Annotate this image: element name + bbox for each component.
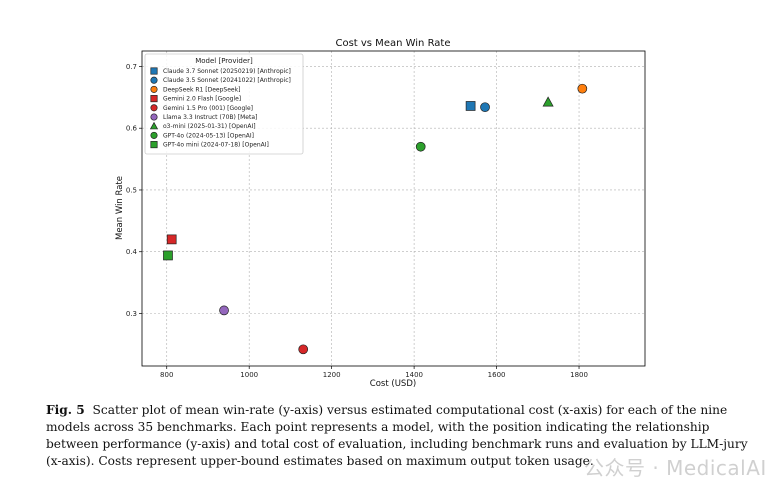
legend-marker-square xyxy=(150,141,158,149)
data-point-square xyxy=(166,234,177,245)
legend-marker-circle xyxy=(150,85,158,93)
data-point-circle xyxy=(577,83,588,94)
data-point-circle xyxy=(480,102,490,113)
data-point-square xyxy=(163,250,173,261)
x-tick-label: 1400 xyxy=(405,371,423,379)
legend-marker-circle xyxy=(150,76,158,84)
x-tick-label: 1800 xyxy=(570,371,588,379)
y-axis-label: Mean Win Rate xyxy=(115,176,125,240)
legend-entry-label: GPT-4o (2024-05-13) [OpenAI] xyxy=(163,132,254,139)
caption-label: Fig. 5 xyxy=(46,403,85,417)
legend-entry-label: GPT-4o mini (2024-07-18) [OpenAI] xyxy=(163,142,269,149)
y-tick-label: 0.3 xyxy=(126,310,137,318)
legend-marker-square xyxy=(150,67,158,75)
legend-marker-circle xyxy=(150,104,158,112)
legend-marker-triangle xyxy=(149,121,159,130)
plot-frame xyxy=(141,50,646,367)
legend-entry-label: Llama 3.3 Instruct (70B) [Meta] xyxy=(163,114,257,121)
legend: Model [Provider] Claude 3.7 Sonnet (2025… xyxy=(144,53,304,155)
chart-title: Cost vs Mean Win Rate xyxy=(335,38,450,49)
legend-marker-square xyxy=(150,95,158,103)
scatter-chart: 800 1000 1200 1400 1600 1800 0.3 0.4 0.5 0.6 0.7 C… xyxy=(115,38,646,389)
legend-title: Model [Provider] xyxy=(195,57,253,65)
data-point-square xyxy=(465,101,476,111)
caption-text: Scatter plot of mean win-rate (y-axis) v… xyxy=(46,403,748,468)
x-tick-label: 1600 xyxy=(488,371,506,379)
data-point-triangle xyxy=(542,96,554,107)
x-tick-label: 800 xyxy=(160,371,173,379)
data-point-circle xyxy=(415,141,426,152)
legend-entry-label: Gemini 2.0 Flash [Google] xyxy=(163,96,241,103)
legend-entry-label: Claude 3.5 Sonnet (20241022) [Anthropic] xyxy=(163,77,291,84)
y-tick-label: 0.7 xyxy=(126,63,137,71)
legend-items: Claude 3.7 Sonnet (20250219) [Anthropic]… xyxy=(149,67,291,149)
legend-marker-circle xyxy=(150,131,158,139)
legend-box xyxy=(144,53,304,155)
watermark: 公众号 · MedicalAI xyxy=(584,456,767,480)
legend-entry-label: Gemini 1.5 Pro (001) [Google] xyxy=(163,105,253,112)
y-tick-label: 0.6 xyxy=(126,125,138,133)
legend-entry-label: o3-mini (2025-01-31) [OpenAI] xyxy=(163,123,256,130)
figure-caption: Fig. 5 Scatter plot of mean win-rate (y-… xyxy=(46,402,758,470)
legend-entry-label: Claude 3.7 Sonnet (20250219) [Anthropic] xyxy=(163,68,291,75)
y-tick-label: 0.4 xyxy=(126,248,138,256)
x-tick-label: 1000 xyxy=(240,371,258,379)
x-tick-label: 1200 xyxy=(323,371,341,379)
x-axis-label: Cost (USD) xyxy=(370,379,416,389)
data-point-circle xyxy=(219,305,229,316)
axis-ticks: 800 1000 1200 1400 1600 1800 0.3 0.4 0.5 0.6 0.7 xyxy=(126,63,588,379)
data-point-circle xyxy=(298,344,309,355)
legend-marker-circle xyxy=(150,113,158,121)
legend-entry-label: DeepSeek R1 [DeepSeek] xyxy=(163,86,240,93)
y-tick-label: 0.5 xyxy=(126,186,137,194)
data-points xyxy=(163,83,588,355)
